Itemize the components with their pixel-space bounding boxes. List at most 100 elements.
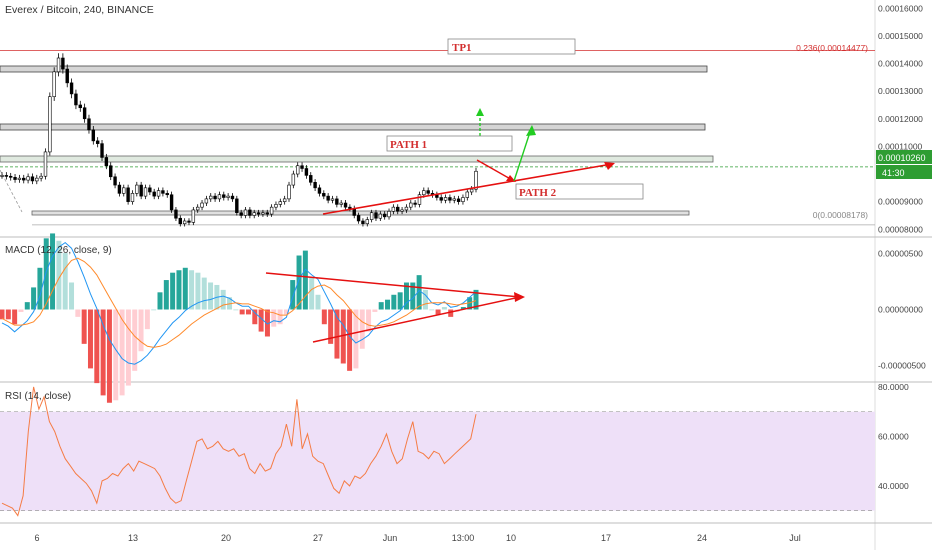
macd-histogram-bar bbox=[170, 272, 176, 310]
macd-histogram-bar bbox=[208, 282, 214, 310]
candle-body bbox=[274, 204, 278, 208]
trendline-arrowhead bbox=[604, 162, 615, 170]
time-axis-tick: 17 bbox=[601, 533, 611, 543]
price-panel[interactable] bbox=[0, 49, 875, 227]
macd-histogram-bar bbox=[435, 309, 441, 315]
candle-body bbox=[30, 176, 35, 182]
rsi-axis-tick: 40.0000 bbox=[878, 481, 909, 491]
macd-histogram-bar bbox=[347, 309, 353, 371]
macd-histogram-bar bbox=[176, 270, 182, 310]
candle-body bbox=[65, 68, 69, 84]
macd-histogram-bar bbox=[113, 309, 119, 401]
candle-body bbox=[143, 187, 148, 197]
candle-body bbox=[217, 194, 222, 200]
candle-body bbox=[204, 198, 209, 204]
macd-histogram-bar bbox=[201, 277, 207, 310]
macd-histogram-bar bbox=[144, 309, 150, 330]
candle-body bbox=[135, 184, 139, 194]
candle-body bbox=[43, 151, 48, 177]
candle-body bbox=[104, 157, 109, 167]
candle-body bbox=[226, 195, 230, 198]
macd-histogram-bar bbox=[119, 309, 125, 396]
rsi-panel[interactable] bbox=[0, 386, 875, 517]
path2-down-arrowhead bbox=[506, 175, 516, 182]
macd-histogram-bar bbox=[372, 309, 378, 312]
candle-body bbox=[248, 209, 252, 216]
macd-histogram-bar bbox=[125, 309, 131, 386]
time-axis-tick: Jul bbox=[789, 533, 801, 543]
countdown-bg bbox=[876, 165, 932, 179]
candle-body bbox=[239, 212, 243, 216]
macd-histogram-bar bbox=[315, 294, 321, 310]
candle-body bbox=[13, 177, 17, 180]
macd-panel[interactable] bbox=[0, 233, 525, 403]
candle-body bbox=[256, 212, 261, 215]
macd-axis-tick: 0.00000500 bbox=[878, 249, 923, 259]
rsi-title: RSI (14, close) bbox=[5, 391, 71, 402]
path2-label: PATH 2 bbox=[519, 187, 557, 199]
candle-body bbox=[448, 197, 452, 201]
annotation-tp1[interactable]: TP1 bbox=[447, 38, 576, 55]
candle-body bbox=[91, 129, 96, 142]
candle-body bbox=[174, 209, 178, 219]
macd-histogram-bar bbox=[151, 309, 157, 311]
macd-triangle-lower bbox=[312, 296, 521, 343]
candle-body bbox=[39, 175, 43, 179]
candle-body bbox=[100, 143, 104, 158]
candle-body bbox=[452, 198, 456, 201]
candle-body bbox=[278, 201, 283, 205]
macd-histogram-bar bbox=[94, 309, 100, 384]
candle-body bbox=[396, 206, 400, 212]
candle-body bbox=[156, 190, 161, 197]
candle-body bbox=[422, 190, 426, 196]
candle-body bbox=[382, 213, 387, 218]
candle-body bbox=[222, 194, 226, 198]
macd-histogram-bar bbox=[220, 289, 226, 310]
candle-body bbox=[400, 209, 404, 212]
macd-histogram-bar bbox=[62, 253, 68, 310]
macd-histogram-bar bbox=[460, 307, 466, 310]
candle-body bbox=[48, 96, 52, 153]
macd-histogram-bar bbox=[366, 309, 372, 332]
candle-body bbox=[378, 213, 383, 219]
time-axis-tick: 10 bbox=[506, 533, 516, 543]
price-tag-value: 0.00010260 bbox=[878, 153, 926, 163]
macd-histogram-bar bbox=[403, 282, 409, 310]
annotation-path2[interactable]: PATH 2 bbox=[515, 183, 644, 200]
macd-histogram-bar bbox=[441, 307, 447, 310]
candle-body bbox=[413, 202, 417, 205]
candle-body bbox=[243, 209, 248, 216]
candle-body bbox=[26, 176, 30, 181]
path2-up-arrowhead bbox=[526, 125, 536, 136]
macd-histogram-bar bbox=[252, 309, 258, 325]
candle-body bbox=[178, 217, 182, 225]
macd-histogram-bar bbox=[258, 309, 264, 332]
macd-histogram-bar bbox=[182, 267, 188, 310]
candle-body bbox=[252, 212, 256, 216]
macd-histogram-bar bbox=[353, 309, 359, 369]
candle-body bbox=[22, 177, 26, 181]
price-axis-tick: 0.00014000 bbox=[878, 59, 923, 69]
price-axis-tick: 0.00009000 bbox=[878, 197, 923, 207]
macd-histogram-bar bbox=[321, 309, 327, 325]
candle-body bbox=[322, 193, 326, 197]
candle-body bbox=[169, 194, 174, 211]
macd-histogram-bar bbox=[56, 240, 62, 310]
macd-histogram-bar bbox=[81, 309, 87, 344]
candle-body bbox=[69, 82, 74, 95]
candle-body bbox=[165, 193, 169, 196]
symbol-title: Everex / Bitcoin, 240, BINANCE bbox=[5, 4, 154, 16]
time-axis-tick: 27 bbox=[313, 533, 323, 543]
candle-body bbox=[95, 140, 100, 144]
macd-histogram-bar bbox=[397, 292, 403, 310]
current-price-tag: 0.00010260 41:30 bbox=[876, 150, 932, 179]
macd-axis-tick: -0.00000500 bbox=[878, 360, 926, 370]
tp1-box bbox=[447, 38, 576, 55]
price-axis-tick: 0.00013000 bbox=[878, 86, 923, 96]
macd-histogram-bar bbox=[340, 309, 346, 364]
candle-body bbox=[309, 175, 313, 183]
macd-histogram-bar bbox=[100, 309, 106, 396]
annotation-path1[interactable]: PATH 1 bbox=[386, 135, 513, 152]
